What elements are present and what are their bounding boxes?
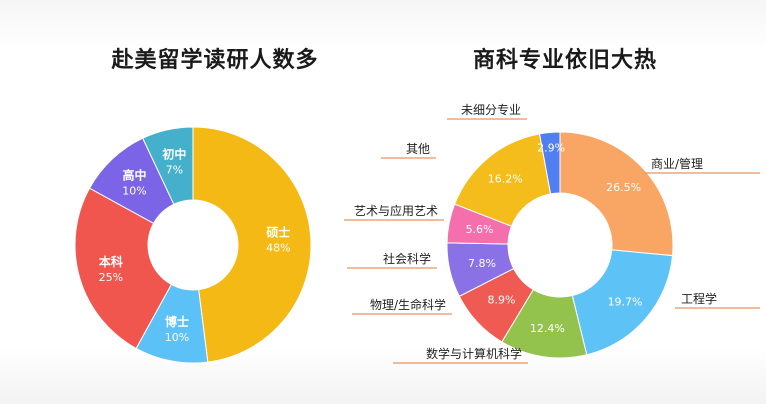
- right-slice-value-2: 12.4%: [530, 322, 565, 335]
- right-slice-value-7: 2.9%: [537, 141, 565, 154]
- right-slice-7: [538, 131, 561, 195]
- callout-label-3: 物理/生命科学: [370, 297, 446, 312]
- right-slice-0: [559, 131, 674, 257]
- callout-label-0: 商业/管理: [651, 156, 703, 171]
- right-slice-value-0: 26.5%: [606, 181, 641, 194]
- left-slice-name-0: 硕士: [266, 225, 290, 240]
- left-slice-value-2: 25%: [99, 271, 123, 284]
- left-slice-name-2: 本科: [99, 254, 123, 269]
- right-slice-value-5: 5.6%: [466, 223, 494, 236]
- left-slice-name-1: 博士: [165, 314, 189, 329]
- left-slice-0: [192, 126, 312, 363]
- left-slice-2: [74, 187, 172, 350]
- right-slice-value-3: 8.9%: [488, 294, 516, 307]
- left-slice-value-1: 10%: [165, 331, 189, 344]
- right-slice-value-4: 7.8%: [468, 257, 496, 270]
- left-chart-title: 赴美留学读研人数多: [111, 48, 319, 73]
- callout-label-1: 工程学: [681, 291, 717, 306]
- callout-label-5: 艺术与应用艺术: [354, 203, 438, 218]
- callout-label-4: 社会科学: [383, 251, 431, 266]
- callout-label-6: 其他: [406, 142, 430, 156]
- left-slice-value-4: 7%: [166, 164, 183, 177]
- right-slice-value-6: 16.2%: [488, 173, 523, 186]
- callout-label-2: 数学与计算机科学: [426, 346, 522, 361]
- left-slice-name-4: 初中: [162, 147, 186, 162]
- right-slice-1: [571, 249, 674, 356]
- right-chart-title: 商科专业依旧大热: [472, 48, 657, 73]
- left-slice-value-3: 10%: [122, 185, 146, 198]
- callout-label-7: 未细分专业: [461, 102, 521, 117]
- right-slice-value-1: 19.7%: [608, 295, 643, 308]
- left-slice-name-3: 高中: [122, 168, 146, 183]
- left-slice-value-0: 48%: [266, 242, 290, 255]
- left-slice-4: [142, 126, 194, 205]
